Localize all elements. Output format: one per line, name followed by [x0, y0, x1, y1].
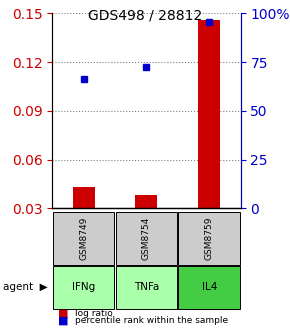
Bar — [53, 212, 114, 265]
Text: GSM8759: GSM8759 — [205, 217, 214, 260]
Text: GSM8749: GSM8749 — [79, 217, 88, 260]
Text: GSM8754: GSM8754 — [142, 217, 151, 260]
Text: log ratio: log ratio — [75, 309, 113, 318]
Bar — [179, 266, 240, 309]
Text: ■: ■ — [58, 308, 68, 319]
Bar — [72, 187, 95, 208]
Text: IL4: IL4 — [202, 282, 217, 292]
Text: agent  ▶: agent ▶ — [3, 282, 48, 292]
Text: percentile rank within the sample: percentile rank within the sample — [75, 317, 229, 325]
Bar — [198, 20, 220, 208]
Bar — [116, 212, 177, 265]
Text: ■: ■ — [58, 316, 68, 326]
Bar — [179, 212, 240, 265]
Bar — [53, 266, 114, 309]
Text: TNFa: TNFa — [134, 282, 159, 292]
Bar — [135, 195, 157, 208]
Bar — [116, 266, 177, 309]
Text: IFNg: IFNg — [72, 282, 95, 292]
Text: GDS498 / 28812: GDS498 / 28812 — [88, 8, 202, 23]
